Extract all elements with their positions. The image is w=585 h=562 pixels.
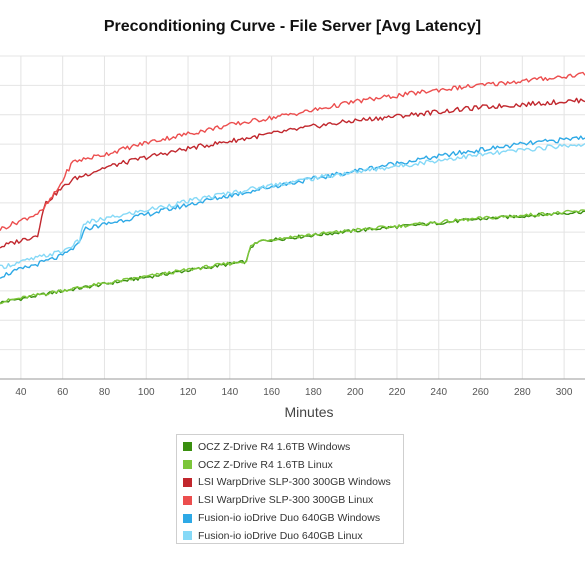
series-line-2	[0, 209, 585, 305]
legend-label: OCZ Z-Drive R4 1.6TB Linux	[198, 458, 333, 471]
x-tick-label: 160	[263, 387, 280, 398]
x-tick-label: 220	[389, 387, 406, 398]
legend-label: Fusion-io ioDrive Duo 640GB Linux	[198, 529, 363, 542]
series-line-4	[0, 71, 585, 231]
x-tick-label: 300	[556, 387, 573, 398]
legend-swatch	[183, 531, 192, 541]
x-tick-label: 120	[180, 387, 197, 398]
legend-swatch	[183, 495, 192, 505]
legend-item[interactable]: Fusion-io ioDrive Duo 640GB Linux	[183, 527, 397, 545]
legend-swatch	[183, 477, 192, 487]
legend-item[interactable]: LSI WarpDrive SLP-300 300GB Windows	[183, 474, 397, 492]
x-tick-label: 60	[57, 387, 69, 398]
chart-title: Preconditioning Curve - File Server [Avg…	[103, 18, 482, 35]
x-tick-label: 280	[514, 387, 531, 398]
legend-label: OCZ Z-Drive R4 1.6TB Windows	[198, 440, 351, 453]
legend-swatch	[183, 513, 192, 523]
legend-swatch	[183, 460, 192, 470]
grid-lines	[0, 55, 585, 380]
x-tick-label: 40	[15, 387, 27, 398]
x-axis-label: Minutes	[284, 404, 333, 420]
legend: OCZ Z-Drive R4 1.6TB Windows OCZ Z-Drive …	[176, 434, 404, 544]
x-tick-label: 180	[305, 387, 322, 398]
legend-swatch	[183, 442, 192, 452]
series-line-6	[0, 142, 585, 270]
legend-item[interactable]: OCZ Z-Drive R4 1.6TB Linux	[183, 456, 397, 474]
series-line-1	[0, 210, 585, 305]
x-axis: 40 60 80 100 120 140 160 180 200 220 240 260 280 300	[0, 378, 585, 398]
legend-item[interactable]: LSI WarpDrive SLP-300 300GB Linux	[183, 491, 397, 509]
x-tick-label: 100	[138, 387, 155, 398]
legend-label: Fusion-io ioDrive Duo 640GB Windows	[198, 512, 381, 525]
legend-label: LSI WarpDrive SLP-300 300GB Windows	[198, 476, 391, 489]
legend-label: LSI WarpDrive SLP-300 300GB Linux	[198, 494, 374, 507]
x-tick-label: 240	[430, 387, 447, 398]
series-lines	[0, 71, 585, 305]
series-line-3	[0, 97, 585, 249]
x-tick-label: 140	[221, 387, 238, 398]
x-tick-label: 80	[99, 387, 111, 398]
x-tick-label: 260	[472, 387, 489, 398]
series-line-5	[0, 135, 585, 279]
x-tick-label: 200	[347, 387, 364, 398]
legend-item[interactable]: Fusion-io ioDrive Duo 640GB Windows	[183, 509, 397, 527]
legend-item[interactable]: OCZ Z-Drive R4 1.6TB Windows	[183, 438, 397, 456]
